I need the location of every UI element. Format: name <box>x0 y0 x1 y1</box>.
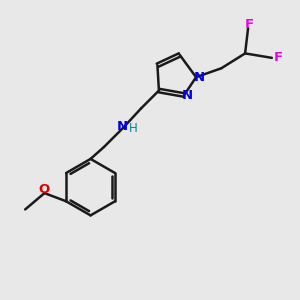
Text: F: F <box>245 18 254 31</box>
Text: N: N <box>182 88 193 101</box>
Text: O: O <box>39 183 50 196</box>
Text: H: H <box>129 122 138 135</box>
Text: F: F <box>274 51 283 64</box>
Text: N: N <box>194 71 205 84</box>
Text: N: N <box>117 120 128 133</box>
